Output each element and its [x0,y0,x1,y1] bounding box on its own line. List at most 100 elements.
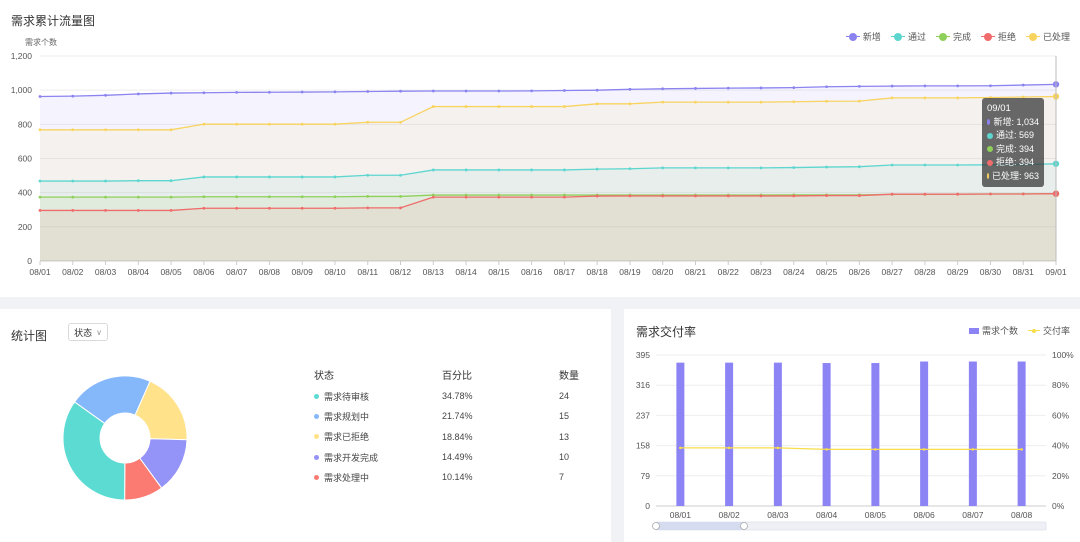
data-point [792,86,796,90]
data-point [71,195,75,199]
panel-title: 需求交付率 [636,325,697,339]
x-tick-label: 08/21 [685,267,707,277]
data-point [71,209,75,212]
tooltip-row: 通过: 569 [987,129,1039,143]
bar [968,361,977,506]
x-tick-label: 08/05 [160,267,182,277]
legend-item[interactable]: 已处理 [1025,30,1070,43]
table-row: 需求开发完成 14.49% 10 [314,447,599,467]
x-tick-label: 08/06 [193,267,215,277]
legend-item[interactable]: 完成 [935,30,971,43]
data-point [136,128,140,132]
x-tick-label: 08/06 [913,510,935,520]
zoom-slider-handle[interactable] [740,522,748,530]
count-cell: 10 [559,452,570,463]
x-tick-label: 08/08 [1011,510,1033,520]
rate-line [680,447,1022,451]
x-tick-label: 08/16 [521,267,543,277]
data-point [956,163,960,167]
data-point [38,179,42,183]
series-line [40,163,1057,182]
legend-item[interactable]: 通过 [890,30,926,43]
legend-item[interactable]: 拒绝 [980,30,1016,43]
delivery-rate-chart[interactable]: 0 0% 79 20% 158 40% 237 60% 316 80% 395 100% 08/01 08… [624,309,1080,542]
bar [773,362,782,506]
y-tick-label: 316 [636,380,650,390]
data-point [890,84,894,88]
zoom-slider-range[interactable] [656,522,744,530]
data-point [497,105,501,108]
percent-cell: 10.14% [442,472,473,483]
y-tick-label: 400 [18,188,32,198]
header-percent: 百分比 [442,370,472,382]
data-point [497,89,501,93]
percent-cell: 14.49% [442,452,473,463]
data-point [923,163,927,167]
data-point [595,194,599,198]
data-point [530,89,534,93]
x-tick-label: 09/01 [1045,267,1067,277]
legend-item[interactable]: 新增 [845,30,881,43]
x-tick-label: 08/28 [914,267,936,277]
data-point [759,100,763,104]
data-point [595,167,599,171]
data-point [333,206,337,210]
data-point [726,86,730,90]
y-tick-label: 395 [636,350,650,360]
data-point [104,128,107,132]
status-donut-chart[interactable] [0,309,300,542]
data-point [464,168,468,172]
table-row: 需求规划中 21.74% 15 [314,406,599,426]
data-point [366,173,370,177]
data-point [661,100,665,104]
header-count: 数量 [559,370,579,382]
data-point [530,168,534,172]
data-point [333,195,337,199]
data-point [202,175,206,179]
x-tick-label: 08/23 [750,267,772,277]
cumulative-flow-chart[interactable]: 需求个数 0 200 400 600 800 1,000 1,200 08/01 08/02 08… [0,0,1080,297]
data-point [890,163,894,167]
data-point [694,166,697,170]
data-point [399,206,402,210]
tooltip-row: 完成: 394 [987,143,1039,157]
status-select[interactable]: 状态 ∨ [68,323,108,341]
series-area [40,96,1056,261]
data-point [923,84,927,88]
data-point [694,194,697,198]
y-tick-label: 1,200 [11,51,33,61]
rate-point [825,448,828,451]
data-point [333,175,337,179]
x-tick-label: 08/12 [390,267,412,277]
data-point [104,179,107,183]
data-point [1021,83,1025,87]
x-tick-label: 08/02 [718,510,740,520]
data-point [956,192,960,196]
data-point [726,194,730,198]
zoom-slider-handle[interactable] [652,522,660,530]
data-point [464,89,468,93]
data-point [825,85,828,89]
bar [1017,361,1026,506]
data-point [857,194,861,197]
data-point [235,195,239,199]
series-area [40,84,1056,261]
status-dot [314,454,319,460]
data-point [431,89,435,93]
legend-item[interactable]: 需求个数 [968,324,1018,337]
data-point [661,87,665,91]
data-point [1021,192,1025,196]
legend-item[interactable]: 交付率 [1027,324,1070,337]
data-point [268,90,271,94]
cumulative-flow-panel: 需求累计流量图 新增 通过 完成 拒绝 已处理 需求个数 0 200 400 600 8… [0,0,1080,297]
x-tick-label: 08/27 [881,267,903,277]
data-point [989,192,992,196]
data-point [857,99,861,103]
data-point [38,195,42,199]
status-label: 需求开发完成 [324,452,379,463]
data-point [235,206,239,210]
data-point [104,93,107,97]
percent-cell: 34.78% [442,391,473,402]
data-point [792,166,796,169]
rate-point [776,446,780,450]
